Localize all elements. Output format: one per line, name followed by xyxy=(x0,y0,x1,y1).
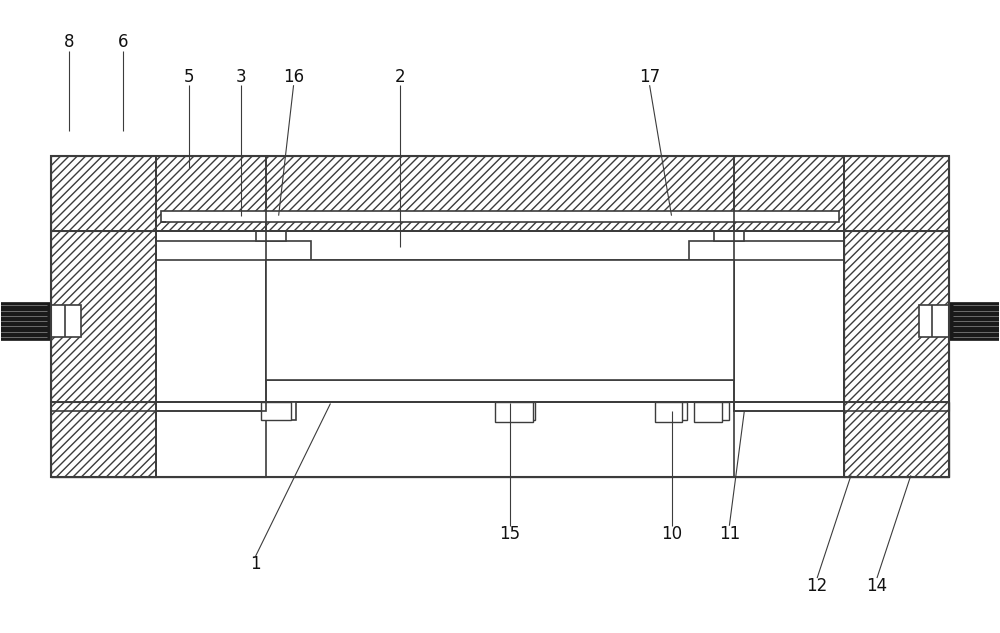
Bar xyxy=(156,401,844,477)
Text: 10: 10 xyxy=(661,525,682,543)
Bar xyxy=(51,156,949,232)
Text: 16: 16 xyxy=(283,68,304,86)
Bar xyxy=(156,232,844,401)
Text: 14: 14 xyxy=(866,577,888,594)
Text: 12: 12 xyxy=(806,577,828,594)
Bar xyxy=(844,401,949,477)
Bar xyxy=(734,232,844,411)
Bar xyxy=(156,232,266,411)
Bar xyxy=(156,241,311,260)
Bar xyxy=(266,401,296,420)
Bar xyxy=(156,232,266,411)
Bar xyxy=(256,232,286,241)
Bar xyxy=(51,401,949,477)
Bar xyxy=(949,303,1000,340)
Bar xyxy=(495,401,533,422)
Bar xyxy=(699,401,729,420)
Bar xyxy=(658,401,687,420)
Bar xyxy=(734,401,844,477)
Bar xyxy=(51,401,156,477)
Bar xyxy=(261,401,291,420)
Bar xyxy=(689,241,844,260)
Bar xyxy=(51,156,949,477)
Bar xyxy=(655,401,682,422)
Text: 3: 3 xyxy=(235,68,246,86)
Bar xyxy=(51,401,156,477)
Bar xyxy=(51,306,81,337)
Text: 15: 15 xyxy=(499,525,521,543)
Bar xyxy=(161,211,839,222)
Bar xyxy=(291,401,673,477)
Text: 11: 11 xyxy=(719,525,740,543)
Text: 17: 17 xyxy=(639,68,660,86)
Bar xyxy=(51,156,949,232)
Text: 8: 8 xyxy=(64,34,74,51)
Text: 1: 1 xyxy=(250,555,261,572)
Bar xyxy=(844,232,949,411)
Bar xyxy=(500,401,535,420)
Bar xyxy=(156,401,844,477)
Bar xyxy=(156,401,266,477)
Text: 5: 5 xyxy=(184,68,194,86)
Text: 6: 6 xyxy=(118,34,128,51)
Bar xyxy=(51,232,156,411)
Bar xyxy=(266,260,734,380)
Bar xyxy=(51,232,156,411)
Bar xyxy=(694,401,722,422)
Bar xyxy=(734,232,844,411)
Bar xyxy=(266,386,734,401)
Bar xyxy=(266,260,734,380)
Bar xyxy=(156,232,266,411)
Text: 2: 2 xyxy=(395,68,406,86)
Bar xyxy=(919,306,949,337)
Bar xyxy=(844,401,949,477)
Bar xyxy=(51,401,949,477)
Bar xyxy=(844,232,949,411)
Bar xyxy=(51,156,949,232)
Bar xyxy=(734,232,844,411)
Bar xyxy=(0,303,51,340)
Bar xyxy=(51,401,949,477)
Bar xyxy=(714,232,744,241)
